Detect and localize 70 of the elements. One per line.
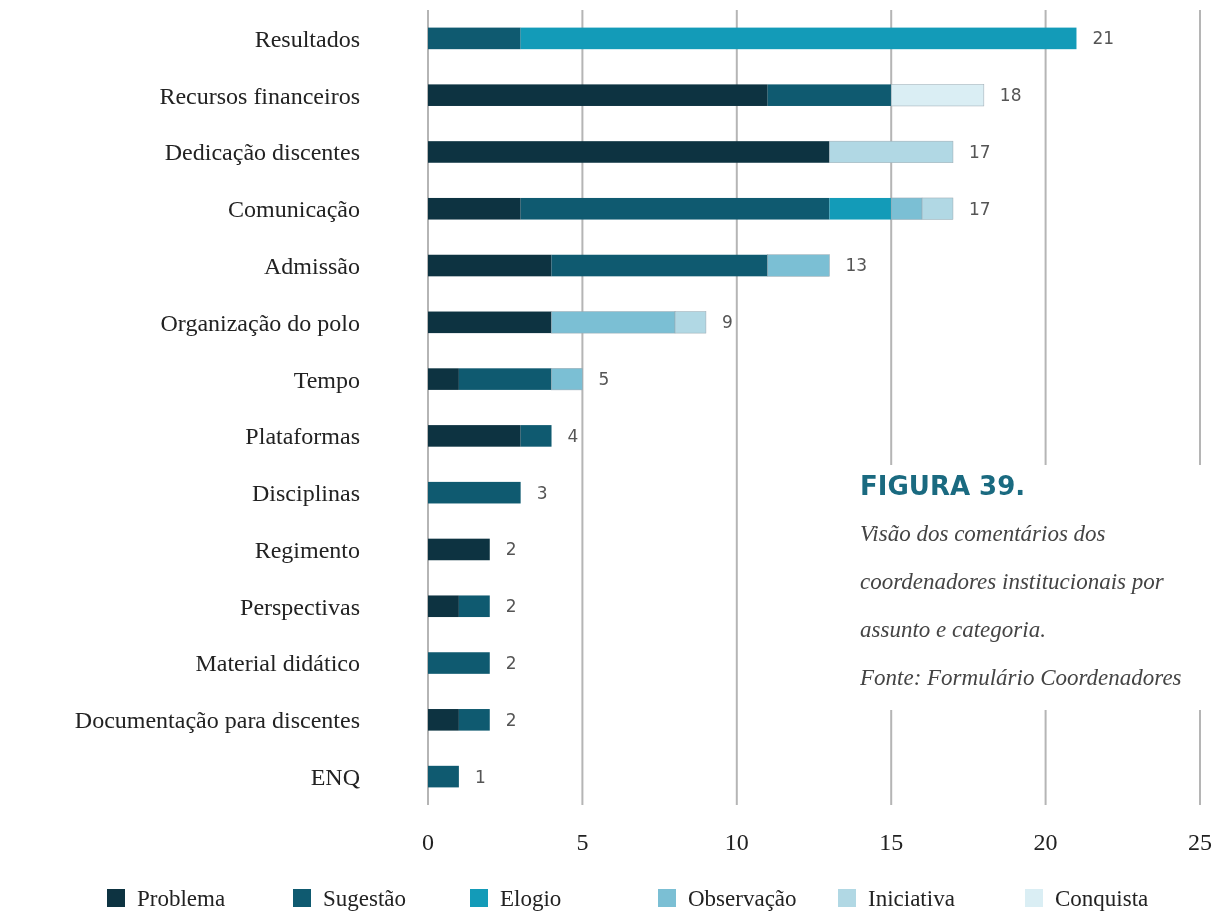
y-tick-label: Documentação para discentes bbox=[74, 707, 360, 734]
bar bbox=[428, 652, 490, 674]
bar bbox=[520, 197, 830, 220]
total-label: 21 bbox=[1092, 28, 1115, 49]
bar bbox=[428, 311, 552, 334]
y-tick-label: Admissão bbox=[264, 252, 360, 279]
bar bbox=[428, 197, 521, 220]
bar bbox=[829, 140, 954, 163]
total-label: 9 bbox=[721, 312, 733, 333]
bar bbox=[428, 27, 521, 50]
legend-label: Problema bbox=[137, 886, 226, 912]
legend-label: Conquista bbox=[1055, 886, 1149, 912]
bar bbox=[458, 709, 490, 731]
bar bbox=[428, 481, 521, 504]
y-tick-label: Recursos financeiros bbox=[159, 82, 360, 109]
total-label: 17 bbox=[968, 198, 991, 219]
total-label: 18 bbox=[999, 85, 1022, 106]
bar bbox=[551, 254, 768, 277]
total-label: 2 bbox=[505, 709, 517, 730]
y-tick-label: Perspectivas bbox=[240, 593, 360, 620]
legend-label: Elogio bbox=[500, 886, 562, 912]
bar bbox=[428, 765, 459, 788]
y-tick-label: Disciplinas bbox=[252, 480, 360, 507]
total-label: 2 bbox=[505, 596, 517, 617]
total-label: 13 bbox=[845, 255, 868, 276]
total-label: 2 bbox=[505, 539, 517, 560]
x-tick-label: 25 bbox=[1188, 829, 1212, 855]
legend-label: Observação bbox=[688, 886, 797, 912]
bar bbox=[428, 254, 552, 277]
total-label: 17 bbox=[968, 141, 991, 162]
legend-label: Sugestão bbox=[323, 886, 407, 912]
y-tick-label: Regimento bbox=[254, 536, 360, 563]
bar bbox=[520, 425, 552, 447]
bar bbox=[829, 197, 892, 220]
bar bbox=[520, 27, 1077, 50]
y-tick-label: Comunicação bbox=[228, 196, 360, 223]
bar bbox=[767, 84, 892, 106]
text: Visão dos comentários dos coordenadores institucionais por assunto e categoria. bbox=[860, 520, 1165, 644]
bar bbox=[428, 141, 830, 163]
x-tick-label: 0 bbox=[422, 829, 434, 855]
bar bbox=[458, 368, 552, 390]
y-tick-label: ENQ bbox=[310, 764, 360, 791]
total-label: 3 bbox=[536, 482, 548, 503]
y-tick-label: Dedicação discentes bbox=[164, 139, 360, 166]
bar bbox=[428, 368, 459, 390]
x-tick-label: 10 bbox=[724, 829, 749, 855]
total-label: 4 bbox=[567, 425, 579, 446]
bar bbox=[428, 84, 768, 106]
total-label: 5 bbox=[598, 369, 610, 390]
y-tick-label: Organização do polo bbox=[160, 309, 360, 336]
x-tick-label: 5 bbox=[576, 829, 589, 855]
bar bbox=[428, 538, 490, 561]
bar bbox=[428, 425, 521, 447]
total-label: 2 bbox=[505, 652, 517, 673]
bar bbox=[551, 368, 583, 391]
y-tick-label: Plataformas bbox=[245, 423, 360, 450]
total-label: 1 bbox=[474, 766, 486, 787]
y-tick-label: Resultados bbox=[254, 25, 360, 52]
bar bbox=[890, 84, 985, 107]
bar bbox=[767, 254, 830, 277]
x-tick-label: 20 bbox=[1033, 829, 1058, 855]
text: FIGURA 39. bbox=[860, 471, 1026, 501]
y-tick-label: Material didático bbox=[195, 650, 360, 677]
legend-label: Iniciativa bbox=[868, 886, 955, 912]
x-tick-label: 15 bbox=[879, 829, 904, 855]
bar bbox=[458, 595, 490, 618]
bar bbox=[428, 709, 459, 731]
bar bbox=[428, 595, 459, 618]
annotation: Fonte: Formulário Coordenadores bbox=[860, 664, 1183, 692]
y-tick-label: Tempo bbox=[293, 366, 360, 393]
